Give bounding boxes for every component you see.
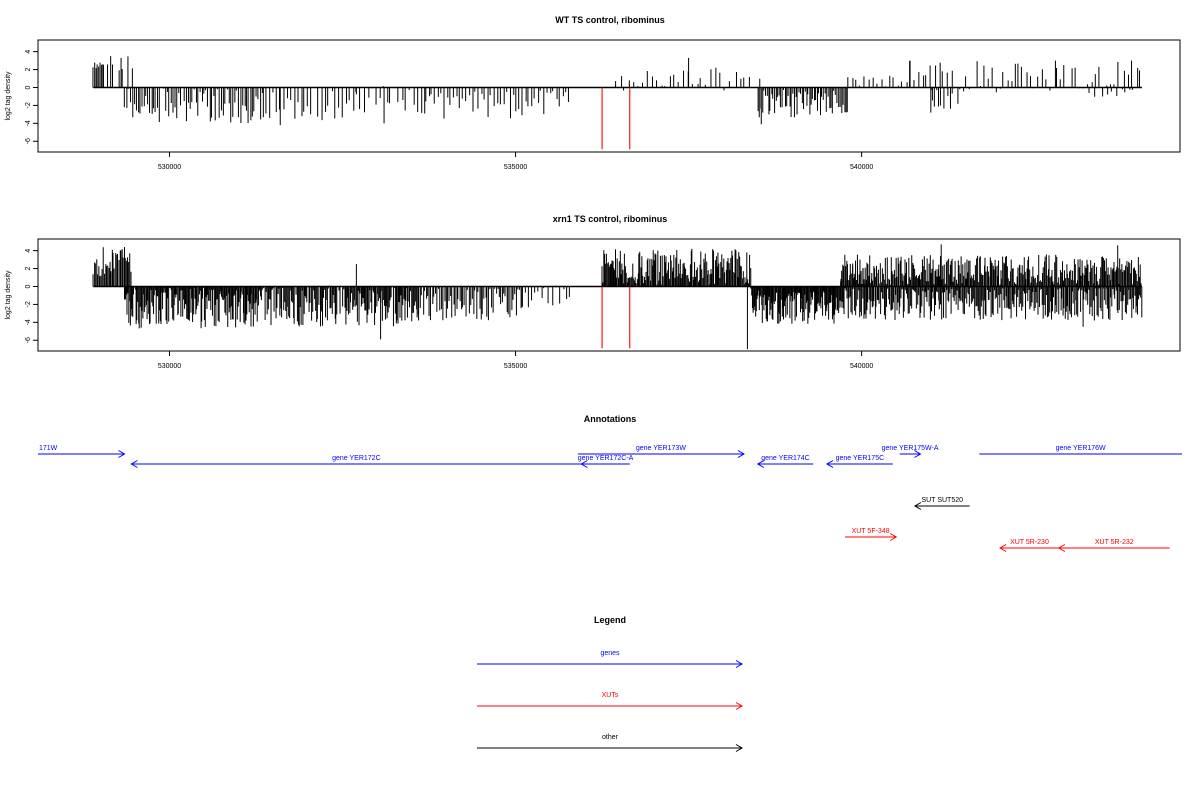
y-tick-label: -6 (25, 337, 32, 343)
x-tick-label: 530000 (158, 164, 181, 171)
arrow-head (735, 744, 743, 752)
annotation-feature: gene YER175C (826, 455, 893, 468)
feature-label: 171W (39, 445, 58, 452)
feature-label: gene YER172C-A (578, 455, 634, 462)
xrn1-y-axis: 4 2 0 -2 -4 -6 (25, 249, 39, 343)
feature-label: XUT 5R-230 (1010, 539, 1049, 546)
y-tick-label: -4 (25, 319, 32, 325)
xrn1-x-axis: 530000 535000 540000 (158, 350, 873, 370)
arrow-head (735, 660, 743, 668)
wt-plot-frame (37, 39, 1181, 153)
wt-y-axis-label: log2 tag density (5, 71, 12, 121)
annotations-panel: Annotations 171W gene YER172C gene YER172C… (38, 414, 1182, 552)
xrn1-markers (601, 286, 631, 349)
annotations-title: Annotations (584, 414, 637, 424)
arrow-head (737, 450, 745, 458)
feature-label: gene YER176W (1056, 445, 1106, 452)
legend-entry: XUTs (477, 692, 743, 710)
feature-label: gene YER172C (332, 455, 381, 462)
y-tick-label: -6 (25, 138, 32, 144)
arrow-head (889, 533, 898, 541)
annotation-feature: XUT 5R-232 (1057, 539, 1170, 552)
xrn1-track-title: xrn1 TS control, ribominus (553, 214, 668, 224)
annotation-feature: gene YER175W-A (882, 445, 939, 458)
arrow-head (735, 702, 743, 710)
feature-label: gene YER174C (761, 455, 810, 462)
arrow-head (580, 460, 588, 468)
feature-label: gene YER173W (636, 445, 686, 452)
feature-label: gene YER175C (836, 455, 885, 462)
annotation-feature: gene YER174C (756, 455, 814, 468)
arrow-head (756, 460, 765, 468)
legend-entry: other (477, 734, 743, 752)
y-tick-label: 0 (25, 85, 32, 89)
y-tick-label: -2 (25, 102, 32, 108)
annotation-feature: XUT 5F-348 (845, 528, 898, 541)
x-tick-label: 540000 (850, 363, 873, 370)
legend-title: Legend (594, 615, 626, 625)
annotation-feature: SUT SUT520 (913, 497, 970, 510)
annotation-feature: XUT 5R-230 (999, 539, 1059, 552)
y-tick-label: -4 (25, 120, 32, 126)
wt-track-title: WT TS control, ribominus (555, 15, 665, 25)
y-tick-label: -2 (25, 301, 32, 307)
legend-panel: Legend genes XUTs other (477, 615, 743, 752)
y-tick-label: 4 (25, 50, 32, 54)
legend-entry: genes (477, 650, 743, 668)
x-tick-label: 540000 (850, 164, 873, 171)
annotation-feature: gene YER173W (577, 445, 745, 458)
arrow-head (999, 544, 1007, 552)
y-tick-label: 2 (25, 68, 32, 72)
annotation-feature: gene YER176W (979, 445, 1182, 455)
arrow-head (913, 502, 922, 510)
wt-markers (601, 87, 631, 150)
arrow-head (130, 460, 138, 468)
legend-entries: genes XUTs other (477, 650, 743, 752)
y-tick-label: 0 (25, 284, 32, 288)
arrow-head (1057, 544, 1066, 552)
feature-label: XUT 5F-348 (852, 528, 890, 535)
legend-label: genes (600, 650, 620, 657)
x-tick-label: 535000 (504, 164, 527, 171)
feature-label: gene YER175W-A (882, 445, 939, 452)
wt-y-axis: 4 2 0 -2 -4 -6 (25, 50, 39, 144)
annotation-feature: 171W (38, 445, 126, 458)
y-tick-label: 2 (25, 267, 32, 271)
annotation-feature: gene YER172C-A (578, 455, 634, 468)
feature-label: XUT 5R-232 (1095, 539, 1134, 546)
xrn1-track-panel: xrn1 TS control, ribominus log2 tag dens… (5, 214, 1181, 370)
x-tick-label: 535000 (504, 363, 527, 370)
y-tick-label: 4 (25, 249, 32, 253)
annotation-feature: gene YER172C (130, 455, 582, 468)
wt-track-panel: WT TS control, ribominus log2 tag densit… (5, 15, 1181, 171)
x-tick-label: 530000 (158, 363, 181, 370)
arrow-head (826, 460, 834, 468)
arrow-head (914, 450, 922, 458)
wt-density-bars (92, 56, 1141, 126)
xrn1-density-bars (92, 244, 1143, 350)
arrow-head (118, 450, 126, 458)
xrn1-y-axis-label: log2 tag density (5, 270, 12, 320)
wt-x-axis: 530000 535000 540000 (158, 151, 873, 171)
legend-label: other (602, 734, 619, 741)
legend-label: XUTs (602, 692, 619, 699)
feature-label: SUT SUT520 (922, 497, 964, 504)
